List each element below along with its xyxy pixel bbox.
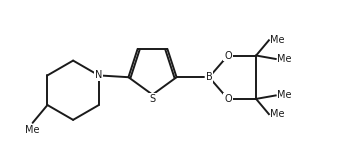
Text: Me: Me [277, 54, 291, 64]
Text: O: O [224, 94, 232, 104]
Text: Me: Me [270, 35, 284, 45]
Text: S: S [150, 94, 156, 104]
Text: O: O [224, 51, 232, 60]
Text: Me: Me [270, 109, 284, 119]
Text: Me: Me [25, 125, 40, 135]
Text: N: N [95, 70, 102, 80]
Text: B: B [206, 72, 213, 82]
Text: Me: Me [277, 90, 291, 100]
